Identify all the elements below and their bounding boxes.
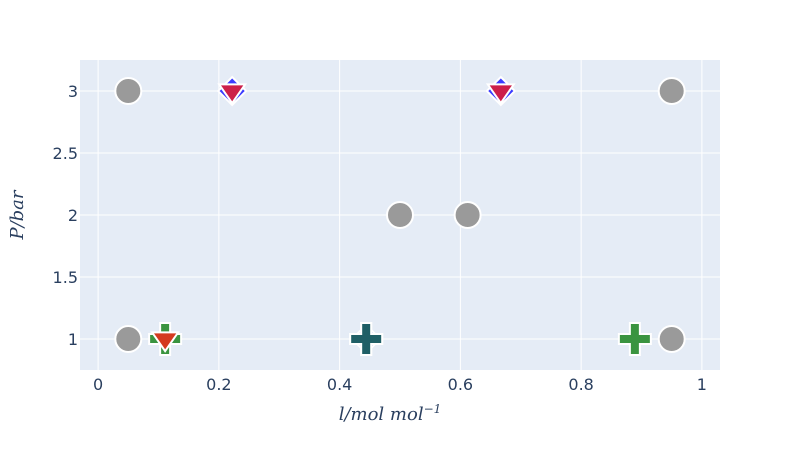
y-tick-label: 2 — [68, 206, 78, 225]
x-axis-title: l/mol mol−1 — [339, 402, 442, 425]
y-tick-label: 1.5 — [53, 268, 78, 287]
cross-marker — [617, 322, 652, 356]
x-tick-label: 1 — [697, 375, 707, 394]
y-tick-label: 3 — [68, 82, 78, 101]
y-tick-label: 1 — [68, 330, 78, 349]
data-markers — [114, 75, 686, 356]
x-tick-label: 0.4 — [327, 375, 352, 394]
x-tick-label: 0 — [93, 375, 103, 394]
x-tick-label: 0.6 — [448, 375, 473, 394]
cross-marker — [349, 322, 384, 356]
circle-marker — [657, 77, 686, 105]
y-tick-labels: 1 1.5 2 2.5 3 — [53, 82, 78, 349]
triangle-down-marker — [485, 83, 516, 105]
y-tick-label: 2.5 — [53, 144, 78, 163]
circle-marker — [114, 77, 143, 105]
x-axis-title-superscript: −1 — [424, 402, 442, 416]
triangle-down-marker — [150, 331, 181, 353]
circle-marker — [657, 325, 686, 353]
circle-marker — [386, 201, 414, 229]
grid-lines — [80, 60, 720, 370]
x-tick-label: 0.2 — [206, 375, 231, 394]
circle-marker — [453, 201, 482, 229]
x-tick-labels: 0 0.2 0.4 0.6 0.8 1 — [93, 375, 707, 394]
y-axis-title: P/bar — [7, 189, 28, 240]
x-tick-label: 0.8 — [568, 375, 593, 394]
triangle-down-marker — [217, 83, 248, 105]
x-axis-title-main: l/mol mol — [339, 404, 424, 425]
circle-marker — [114, 325, 143, 353]
